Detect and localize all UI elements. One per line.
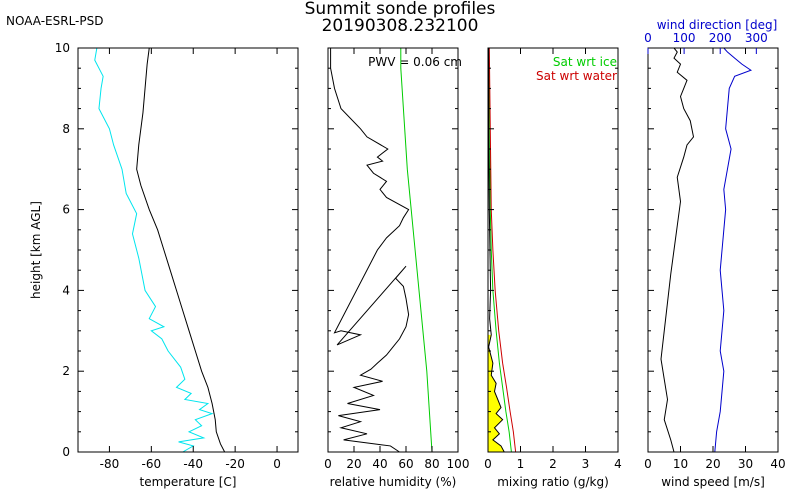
y-tick-label: 10 xyxy=(55,41,70,55)
temperature-series-1-line xyxy=(94,47,214,453)
mixing_ratio-series-2-line xyxy=(488,48,505,453)
legend-sat-water: Sat wrt water xyxy=(536,69,617,83)
mixing_ratio-series-1-line xyxy=(488,47,517,453)
wind-plot-frame xyxy=(647,47,779,453)
temperature-x-tick-label: -60 xyxy=(142,457,162,471)
wind-direction-tick-label: 100 xyxy=(673,31,696,45)
temperature-x-axis-label: temperature [C] xyxy=(140,475,237,489)
temperature-x-tick-label: -40 xyxy=(183,457,203,471)
y-axis-label: height [km AGL] xyxy=(29,201,43,299)
mixing_ratio-series-0-line xyxy=(488,47,512,453)
y-tick-label: 4 xyxy=(62,283,70,297)
mixing_ratio-x-tick-label: 2 xyxy=(549,457,557,471)
wind-x-tick-label: 40 xyxy=(770,457,785,471)
relative_humidity-series-1-line xyxy=(400,48,433,453)
mixing_ratio-x-axis-label: mixing ratio (g/kg) xyxy=(497,475,609,489)
relative_humidity-x-tick-label: 20 xyxy=(346,457,361,471)
mixing_ratio-x-tick-label: 0 xyxy=(484,457,492,471)
pwv-annotation: PWV = 0.06 cm xyxy=(368,55,462,69)
wind-direction-axis-label: wind direction [deg] xyxy=(657,18,778,32)
wind-direction-tick-label: 0 xyxy=(644,31,652,45)
relative_humidity-x-tick-label: 40 xyxy=(372,457,387,471)
relative_humidity-x-axis-label: relative humidity (%) xyxy=(330,475,457,489)
relative_humidity-plot-frame xyxy=(327,47,459,453)
relative_humidity-x-tick-label: 80 xyxy=(424,457,439,471)
wind-x-tick-label: 20 xyxy=(705,457,720,471)
y-tick-label: 2 xyxy=(62,364,70,378)
wind-direction-tick-label: 300 xyxy=(745,31,768,45)
y-tick-label: 8 xyxy=(62,122,70,136)
relative_humidity-series-0-line xyxy=(330,48,410,453)
wind-direction-tick-label: 200 xyxy=(709,31,732,45)
temperature-x-tick-label: 0 xyxy=(273,457,281,471)
figure-subtitle: 20190308.232100 xyxy=(322,16,479,36)
moisture-fill-area xyxy=(488,334,505,452)
temperature-x-tick-label: -20 xyxy=(225,457,245,471)
relative_humidity-x-tick-label: 0 xyxy=(324,457,332,471)
temperature-series-0-line xyxy=(136,47,226,453)
relative_humidity-x-tick-label: 60 xyxy=(398,457,413,471)
legend-sat-ice: Sat wrt ice xyxy=(553,55,617,69)
temperature-x-tick-label: -80 xyxy=(100,457,120,471)
wind-x-tick-label: 10 xyxy=(673,457,688,471)
y-tick-label: 6 xyxy=(62,203,70,217)
figure-title: Summit sonde profiles xyxy=(305,0,496,19)
mixing_ratio-x-tick-label: 3 xyxy=(582,457,590,471)
y-tick-label: 0 xyxy=(62,445,70,459)
mixing_ratio-x-tick-label: 1 xyxy=(517,457,525,471)
org-label: NOAA-ESRL-PSD xyxy=(6,14,103,28)
wind-x-tick-label: 0 xyxy=(644,457,652,471)
wind-x-axis-label: wind speed [m/s] xyxy=(661,475,765,489)
temperature-plot-frame xyxy=(77,47,299,453)
relative_humidity-x-tick-label: 100 xyxy=(447,457,470,471)
wind-x-tick-label: 30 xyxy=(738,457,753,471)
wind-series-0-line xyxy=(660,47,695,453)
wind-series-1-line xyxy=(714,47,753,453)
mixing_ratio-x-tick-label: 4 xyxy=(614,457,622,471)
